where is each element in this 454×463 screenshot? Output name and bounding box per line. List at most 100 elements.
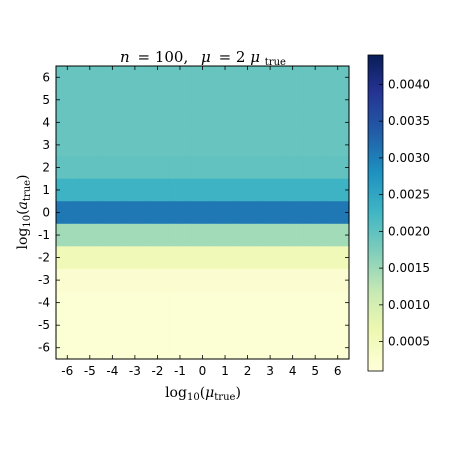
y-tick-label: -5 xyxy=(38,318,50,332)
x-tick-label: 2 xyxy=(244,364,252,378)
heatmap-cell xyxy=(101,156,125,180)
chart-title: n = 100, μ = 2 μ true xyxy=(120,48,286,68)
heatmap-cell xyxy=(123,66,147,90)
heatmap-cell xyxy=(213,268,237,292)
heatmap-cell xyxy=(123,313,147,338)
heatmap-cell xyxy=(281,111,305,135)
x-tick-label: -1 xyxy=(174,364,186,378)
heatmap-cell xyxy=(78,178,102,202)
heatmap-cell xyxy=(123,201,147,225)
heatmap-cell xyxy=(258,246,282,270)
heatmap-cell xyxy=(101,246,125,270)
heatmap-cell xyxy=(168,268,192,292)
x-tick-label: -5 xyxy=(84,364,96,378)
heatmap-cell xyxy=(281,223,305,247)
heatmap-cell xyxy=(258,201,282,225)
heatmap-cell xyxy=(281,268,305,292)
y-tick-label: -1 xyxy=(38,228,50,242)
heatmap-cell xyxy=(191,201,215,225)
heatmap-cell xyxy=(213,178,237,202)
heatmap-cell xyxy=(213,111,237,135)
heatmap-cell xyxy=(191,156,215,180)
heatmap-cell xyxy=(191,223,215,247)
x-tick-label: 1 xyxy=(221,364,229,378)
heatmap-cell xyxy=(281,336,305,360)
heatmap-cell xyxy=(168,156,192,180)
heatmap-cell xyxy=(123,268,147,292)
heatmap-cell xyxy=(281,66,305,90)
colorbar-tick-label: 0.0040 xyxy=(388,77,430,91)
heatmap-cell xyxy=(236,111,260,135)
heatmap-cell xyxy=(326,313,350,338)
y-tick-label: 4 xyxy=(42,115,50,129)
colorbar xyxy=(367,54,384,372)
heatmap-cell xyxy=(78,268,102,292)
heatmap-cell xyxy=(281,291,305,315)
heatmap-cell xyxy=(168,178,192,202)
heatmap-cell xyxy=(123,156,147,180)
heatmap-cell xyxy=(213,88,237,112)
heatmap-cell xyxy=(123,133,147,157)
heatmap-cell xyxy=(326,223,350,247)
heatmap-cell xyxy=(258,313,282,338)
heatmap-cell xyxy=(101,336,125,360)
heatmap-cell xyxy=(146,178,170,202)
heatmap-cell xyxy=(101,111,125,135)
heatmap-cell xyxy=(281,156,305,180)
heatmap-cell xyxy=(78,313,102,338)
heatmap-cell xyxy=(236,156,260,180)
heatmap-cell xyxy=(281,133,305,157)
heatmap-cell xyxy=(146,291,170,315)
heatmap-cell xyxy=(191,88,215,112)
y-tick-label: 2 xyxy=(42,160,50,174)
heatmap-cell xyxy=(258,133,282,157)
x-axis-ticks: -6 -5 -4 -3 -2 -1 0 1 2 3 4 5 6 xyxy=(61,66,342,378)
heatmap-cell xyxy=(236,88,260,112)
heatmap-cell xyxy=(146,336,170,360)
y-tick-label: 3 xyxy=(42,138,50,152)
heatmap-cell xyxy=(146,246,170,270)
heatmap-cell xyxy=(78,66,102,90)
heatmap-cell xyxy=(78,88,102,112)
heatmap-cell xyxy=(101,313,125,338)
y-tick-label: -6 xyxy=(38,341,50,355)
x-axis-label: log10(μtrue) xyxy=(165,385,241,403)
heatmap-cell xyxy=(236,201,260,225)
heatmap-cell xyxy=(303,268,328,292)
heatmap-cell xyxy=(56,223,80,247)
heatmap-cell xyxy=(213,246,237,270)
heatmap-cell xyxy=(191,111,215,135)
heatmap-cell xyxy=(101,291,125,315)
y-tick-label: 6 xyxy=(42,70,50,84)
heatmap-cell xyxy=(123,111,147,135)
heatmap-cell xyxy=(303,201,328,225)
heatmap-cell xyxy=(191,66,215,90)
heatmap-cell xyxy=(326,66,350,90)
heatmap-cell xyxy=(56,201,80,225)
heatmap-cell xyxy=(123,223,147,247)
heatmap-cell xyxy=(213,313,237,338)
heatmap-cell xyxy=(101,223,125,247)
heatmap-cell xyxy=(168,291,192,315)
x-tick-label: 3 xyxy=(266,364,274,378)
heatmap-cell xyxy=(303,336,328,360)
y-axis-label: log10(atrue) xyxy=(15,174,33,249)
y-tick-label: -3 xyxy=(38,273,50,287)
x-tick-label: -2 xyxy=(151,364,163,378)
heatmap-cell xyxy=(303,246,328,270)
heatmap-cell xyxy=(326,178,350,202)
heatmap-cells xyxy=(56,66,350,360)
heatmap-cell xyxy=(168,246,192,270)
heatmap-cell xyxy=(258,111,282,135)
y-axis-ticks: 6 5 4 3 2 1 0 -1 -2 -3 -4 -5 -6 xyxy=(38,70,349,355)
heatmap-cell xyxy=(191,133,215,157)
heatmap-cell xyxy=(258,268,282,292)
heatmap-cell xyxy=(213,336,237,360)
heatmap-cell xyxy=(281,201,305,225)
heatmap-cell xyxy=(258,291,282,315)
heatmap-cell xyxy=(213,133,237,157)
heatmap-cell xyxy=(236,268,260,292)
heatmap-cell xyxy=(146,88,170,112)
heatmap-cell xyxy=(326,201,350,225)
heatmap-cell xyxy=(303,66,328,90)
